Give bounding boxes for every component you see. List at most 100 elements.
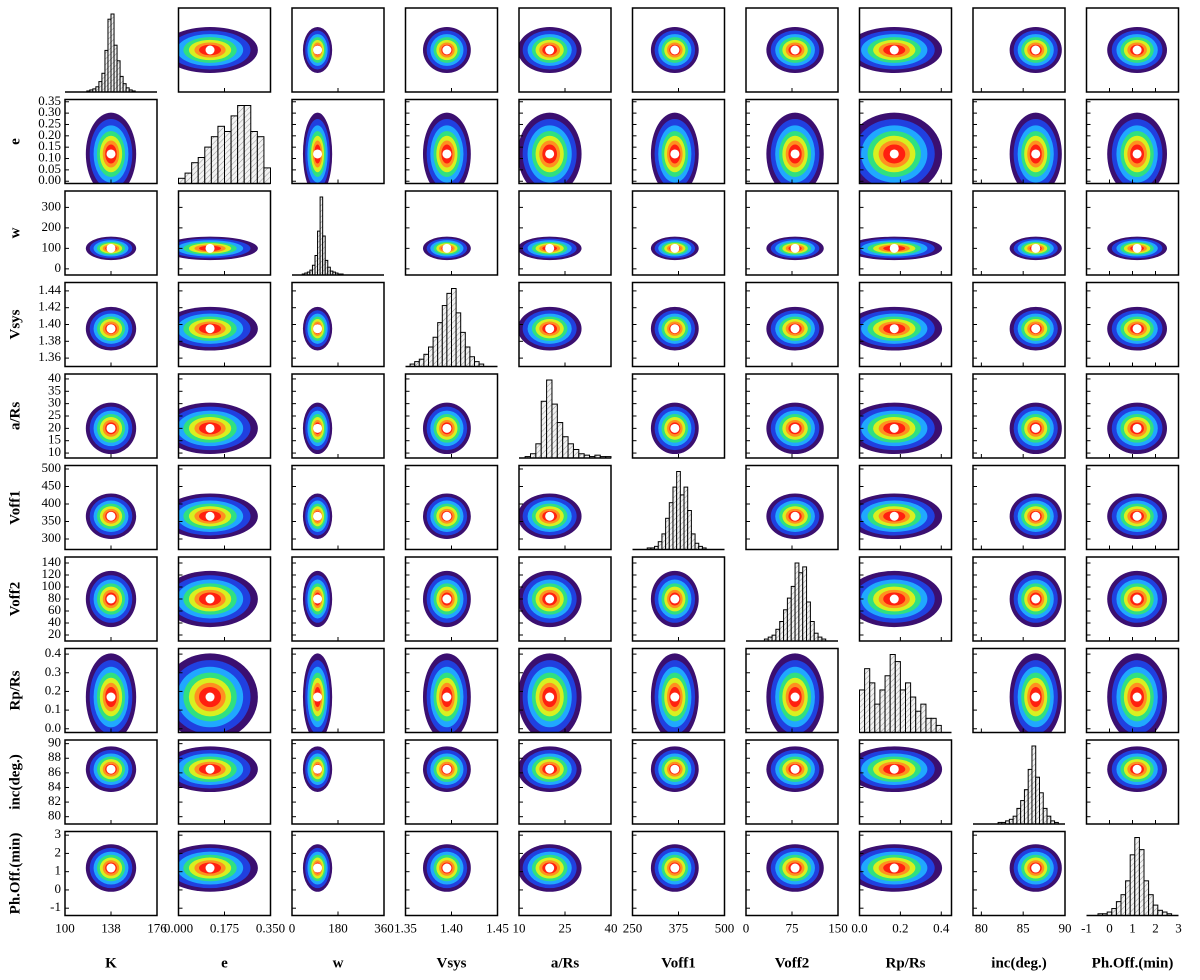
x-tick-label: 100 — [55, 920, 75, 935]
best-fit-point — [313, 594, 323, 604]
scatter-panel — [1107, 236, 1167, 261]
x-tick-label: 500 — [715, 920, 735, 935]
x-tick-label: 10 — [513, 920, 526, 935]
hist-bar — [1027, 768, 1033, 825]
scatter-panel — [1107, 653, 1167, 733]
scatter-panel — [302, 402, 333, 455]
y-axis-label: a/Rs — [7, 402, 23, 431]
scatter-panel — [422, 570, 471, 628]
scatter-panel — [519, 570, 582, 628]
y-tick-label: 400 — [42, 495, 62, 510]
scatter-panel — [766, 402, 824, 455]
hist-bar — [1046, 815, 1052, 825]
hist-bar — [920, 703, 927, 733]
panel-frame — [972, 830, 1066, 917]
best-fit-point — [545, 45, 555, 55]
best-fit-point — [1031, 45, 1041, 55]
scatter-panel — [85, 844, 137, 892]
y-tick-label: 82 — [48, 793, 61, 808]
y-tick-label: 80 — [48, 590, 61, 605]
best-fit-point — [790, 511, 800, 521]
best-fit-point — [790, 243, 800, 253]
x-tick-label: 375 — [669, 920, 689, 935]
hist-bar — [915, 710, 922, 734]
best-fit-point — [313, 863, 323, 873]
scatter-panel — [519, 844, 582, 892]
hist-bar — [657, 541, 663, 551]
hist-bar — [224, 131, 232, 184]
y-tick-label: 86 — [48, 764, 62, 779]
best-fit-point — [313, 692, 323, 702]
scatter-panel — [178, 493, 258, 539]
hist-bar — [256, 136, 265, 184]
best-fit-point — [889, 149, 899, 159]
scatter-panel — [650, 746, 699, 793]
hist-bar — [455, 312, 462, 367]
best-fit-point — [313, 423, 323, 433]
scatter-panel — [178, 746, 258, 793]
hist-bar — [446, 292, 452, 367]
hist-bar — [546, 379, 553, 459]
x-tick-label: 0.350 — [256, 920, 285, 935]
best-fit-point — [670, 594, 680, 604]
scatter-panel — [519, 653, 582, 733]
y-tick-label: 0.1 — [45, 701, 61, 716]
scatter-panel — [1009, 27, 1062, 73]
scatter-panel — [85, 746, 137, 793]
best-fit-point — [1031, 594, 1041, 604]
hist-bar — [243, 105, 252, 184]
x-tick-label: 180 — [328, 920, 348, 935]
best-fit-point — [545, 243, 555, 253]
scatter-panel — [85, 112, 137, 184]
best-fit-point — [205, 594, 215, 604]
hist-bar — [230, 115, 239, 184]
hist-bar — [1035, 776, 1040, 825]
scatter-panel — [519, 112, 582, 184]
best-fit-point — [889, 243, 899, 253]
y-tick-label: 0.30 — [38, 104, 61, 119]
scatter-panel — [650, 570, 699, 628]
hist-bar — [1023, 789, 1029, 825]
scatter-panel — [519, 236, 582, 261]
scatter-panel — [422, 493, 471, 539]
scatter-panel — [422, 653, 471, 733]
best-fit-point — [1031, 692, 1041, 702]
best-fit-point — [545, 511, 555, 521]
y-tick-label: 84 — [48, 778, 62, 793]
scatter-panel — [1009, 844, 1062, 892]
hist-bar — [1012, 815, 1018, 825]
best-fit-point — [545, 324, 555, 334]
y-tick-label: 40 — [48, 370, 61, 385]
scatter-panel — [859, 844, 943, 892]
y-tick-label: 25 — [48, 407, 61, 422]
hist-bar — [790, 585, 796, 642]
hist-bar — [798, 572, 804, 642]
scatter-panel — [422, 27, 471, 73]
panel-frame — [858, 190, 953, 276]
scatter-panel — [302, 493, 333, 539]
best-fit-point — [205, 692, 215, 702]
y-tick-label: 0.20 — [38, 127, 61, 142]
hist-bar — [191, 162, 199, 184]
x-axis-label: Ph.Off.(min) — [1092, 955, 1174, 971]
hist-bar — [806, 601, 811, 642]
x-tick-label: 3 — [1175, 920, 1182, 935]
hist-bar — [210, 136, 219, 184]
best-fit-point — [1031, 863, 1041, 873]
hist-bar — [809, 621, 815, 642]
hist-bar — [178, 177, 186, 185]
y-tick-label: 30 — [48, 395, 61, 410]
best-fit-point — [313, 149, 323, 159]
y-tick-label: 450 — [42, 477, 62, 492]
hist-bar — [925, 717, 932, 733]
best-fit-point — [790, 324, 800, 334]
best-fit-point — [442, 423, 452, 433]
scatter-panel — [85, 236, 137, 261]
best-fit-point — [1132, 45, 1142, 55]
hist-bar — [894, 661, 901, 733]
hist-bar — [250, 131, 258, 184]
scatter-panel — [519, 27, 582, 73]
hist-bar — [794, 562, 800, 642]
hist-bar — [694, 542, 700, 551]
x-axis-label: Vsys — [436, 955, 466, 971]
